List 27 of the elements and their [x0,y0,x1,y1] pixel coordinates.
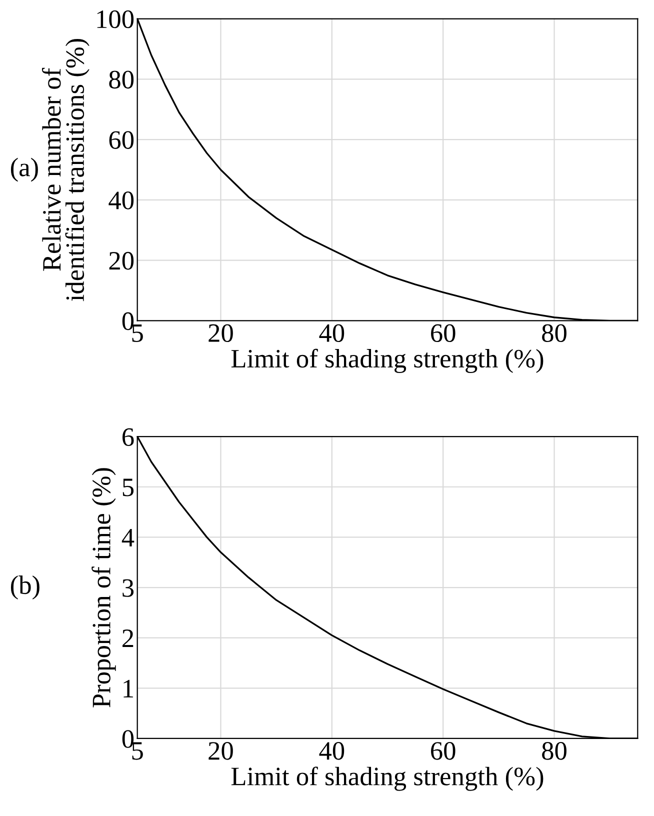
y-tick-label: 1 [124,680,133,698]
x-axis-title: Limit of shading strength (%) [231,766,544,791]
x-tick-label: 80 [542,742,566,760]
x-tick-label: 60 [431,324,456,342]
x-tick-label: 80 [542,324,566,342]
y-axis-title: Relative number of identified transitions (%) [42,38,90,302]
y-tick-label: 100 [97,10,134,28]
y-tick-label: 60 [109,131,134,149]
y-tick-label: 5 [122,478,134,496]
y-tick-label: 3 [122,579,134,597]
y-tick-label: 0 [122,730,134,748]
y-tick-label: 80 [109,70,134,89]
x-tick-label: 20 [208,742,233,760]
text: (a) [10,158,38,182]
text: (b) [10,576,40,600]
y-tick-label: 0 [122,312,134,330]
x-tick-label: 40 [319,324,344,342]
x-tick-label: 60 [431,742,456,760]
y-tick-label: 4 [122,528,134,546]
y-tick-label: 40 [108,192,134,210]
x-axis-title: Limit of shading strength (%) [231,348,544,374]
y-tick-label: 20 [109,252,134,270]
x-tick-label: 40 [319,742,344,760]
y-axis-title: Proportion of time (%) [92,468,116,708]
y-tick-label: 6 [122,428,134,446]
x-tick-label: 20 [208,324,233,342]
y-tick-label: 2 [122,630,134,647]
